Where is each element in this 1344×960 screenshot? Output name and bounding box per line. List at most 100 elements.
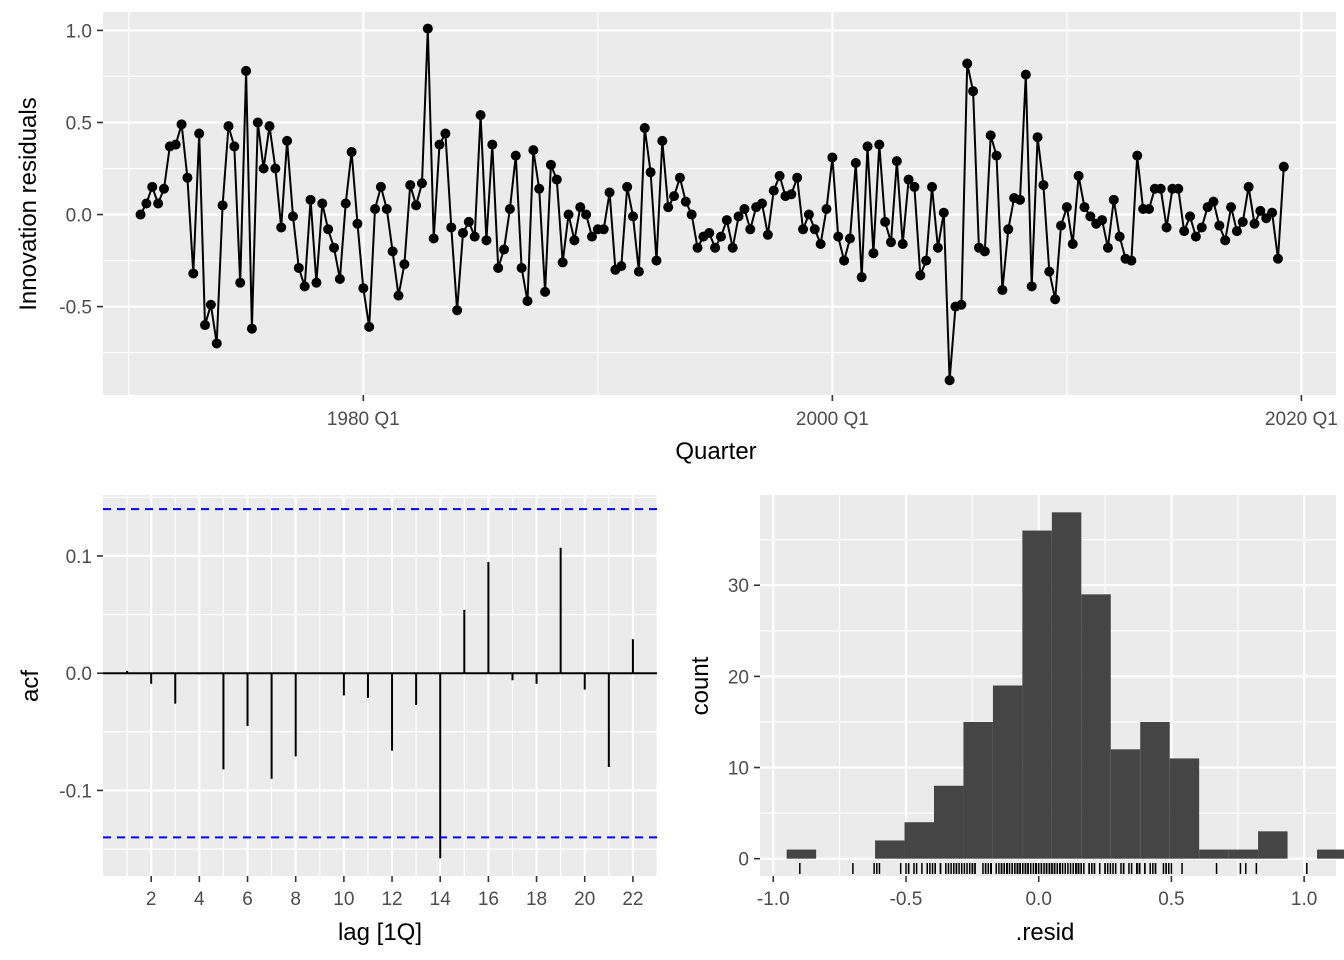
time-plot-point — [604, 187, 615, 198]
time-plot-point — [575, 202, 586, 213]
time-plot-point — [370, 204, 381, 215]
time-plot-point — [932, 242, 943, 253]
time-plot-point — [985, 130, 996, 141]
time-plot-series — [135, 23, 1289, 386]
histogram-x-tick-label: 0.0 — [1025, 889, 1051, 910]
time-plot-point — [434, 139, 445, 150]
acf-plot-y-ticks: -0.1 0.0 0.1 — [59, 547, 103, 802]
time-plot-point — [891, 156, 902, 167]
time-plot-point — [499, 244, 510, 255]
time-plot-point — [1243, 181, 1254, 192]
time-plot-point — [968, 86, 979, 97]
time-plot-point — [1185, 211, 1196, 222]
time-plot-point — [563, 209, 574, 220]
time-plot-point — [680, 196, 691, 207]
time-plot-point — [979, 246, 990, 257]
time-plot-point — [416, 178, 427, 189]
time-plot-point — [868, 248, 879, 259]
time-plot-point — [733, 211, 744, 222]
time-plot-point — [997, 285, 1008, 296]
time-plot-point — [469, 231, 480, 242]
time-plot-point — [428, 233, 439, 244]
time-plot-point — [147, 181, 158, 192]
time-plot-point — [258, 163, 269, 174]
time-plot-point — [821, 204, 832, 215]
time-plot-point — [176, 119, 187, 130]
time-plot-point — [510, 150, 521, 161]
time-plot-point — [1014, 194, 1025, 205]
time-plot-point — [1267, 207, 1278, 218]
histogram-bar — [1169, 758, 1200, 859]
histogram-bar — [1081, 594, 1111, 859]
time-plot-point — [1173, 183, 1184, 194]
time-plot-point — [358, 283, 369, 294]
time-plot-point — [1067, 239, 1078, 250]
time-plot-point — [276, 222, 287, 233]
time-plot-y-tick-label: -0.5 — [59, 298, 92, 319]
time-plot-point — [528, 145, 539, 156]
time-plot-point — [375, 181, 386, 192]
time-plot-point — [1249, 218, 1260, 229]
time-plot-point — [704, 227, 715, 238]
time-plot-point — [844, 233, 855, 244]
time-plot-point — [1003, 224, 1014, 235]
time-plot-point — [329, 242, 340, 253]
time-plot-point — [757, 198, 768, 209]
time-plot-point — [311, 277, 322, 288]
time-plot-point — [815, 239, 826, 250]
time-plot-point — [188, 268, 199, 279]
histogram-plot: 0 10 20 30 -1.0 -0.5 0.0 0.5 1.0 .resid count — [687, 495, 1344, 946]
time-plot-point — [340, 198, 351, 209]
time-plot-x-ticks: 1980 Q1 2000 Q1 2020 Q1 — [327, 395, 1338, 430]
time-plot-point — [540, 286, 551, 297]
time-plot-point — [1097, 215, 1108, 226]
time-plot-grid — [103, 12, 1336, 395]
histogram-bar — [963, 721, 993, 859]
time-plot-point — [669, 191, 680, 202]
time-plot-point — [211, 338, 222, 349]
acf-plot-panel — [103, 495, 657, 876]
time-plot-point — [1214, 220, 1225, 231]
time-plot-x-tick-label: 2000 Q1 — [796, 409, 869, 430]
time-plot-point — [786, 189, 797, 200]
time-plot-point — [493, 262, 504, 273]
histogram-x-tick-label: -1.0 — [757, 889, 790, 910]
time-plot-point — [1038, 180, 1049, 191]
time-plot-point — [422, 23, 433, 34]
time-plot-point — [1231, 226, 1242, 237]
time-plot-point — [141, 198, 152, 209]
histogram-bar — [904, 822, 934, 859]
time-plot: -0.5 0.0 0.5 1.0 1980 Q1 2000 Q1 2020 Q1 Quar… — [15, 12, 1338, 465]
time-plot-x-title: Quarter — [675, 438, 756, 465]
time-plot-point — [135, 209, 146, 220]
time-plot-point — [1179, 226, 1190, 237]
time-plot-point — [270, 163, 281, 174]
time-plot-point — [346, 146, 357, 157]
time-plot-point — [1255, 205, 1266, 216]
time-plot-point — [1126, 255, 1137, 266]
time-plot-point — [399, 259, 410, 270]
time-plot-point — [516, 262, 527, 273]
histogram-bar — [1140, 721, 1170, 859]
time-plot-point — [205, 299, 216, 310]
time-plot-point — [909, 181, 920, 192]
histogram-y-tick-label: 20 — [728, 667, 749, 688]
acf-y-tick-label: 0.1 — [66, 547, 92, 568]
time-plot-point — [674, 172, 685, 183]
time-plot-point — [827, 152, 838, 163]
histogram-bar — [1258, 831, 1288, 859]
time-plot-point — [1208, 196, 1219, 207]
time-plot-y-tick-label: 1.0 — [66, 21, 92, 42]
time-plot-point — [200, 320, 211, 331]
time-plot-y-tick-label: 0.5 — [66, 113, 92, 134]
time-plot-point — [885, 237, 896, 248]
acf-x-tick-label: 10 — [333, 889, 354, 910]
histogram-plot-y-title: count — [687, 656, 714, 715]
time-plot-y-title: Innovation residuals — [15, 97, 42, 310]
acf-plot-x-ticks: 2 4 6 8 10 12 14 16 18 20 22 — [146, 876, 643, 910]
histogram-bar — [1110, 749, 1141, 859]
time-plot-point — [798, 224, 809, 235]
time-plot-point — [504, 204, 515, 215]
time-plot-point — [551, 174, 562, 185]
time-plot-point — [334, 273, 345, 284]
